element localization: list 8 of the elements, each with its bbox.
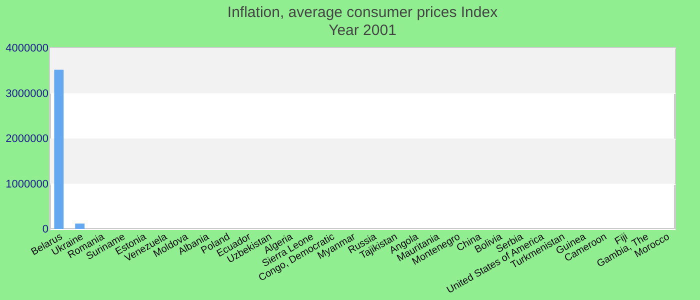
x-tick-label: Fiji: [613, 232, 630, 248]
y-tick-label: 4000000: [6, 42, 48, 54]
chart-title: Inflation, average consumer prices Index: [227, 4, 498, 21]
y-tick-label: 2000000: [6, 133, 48, 145]
y-tick-label: 3000000: [6, 88, 48, 100]
y-tick-label: 0: [42, 224, 48, 236]
y-tick-label: 1000000: [6, 178, 48, 190]
chart-subtitle: Year 2001: [328, 22, 396, 39]
